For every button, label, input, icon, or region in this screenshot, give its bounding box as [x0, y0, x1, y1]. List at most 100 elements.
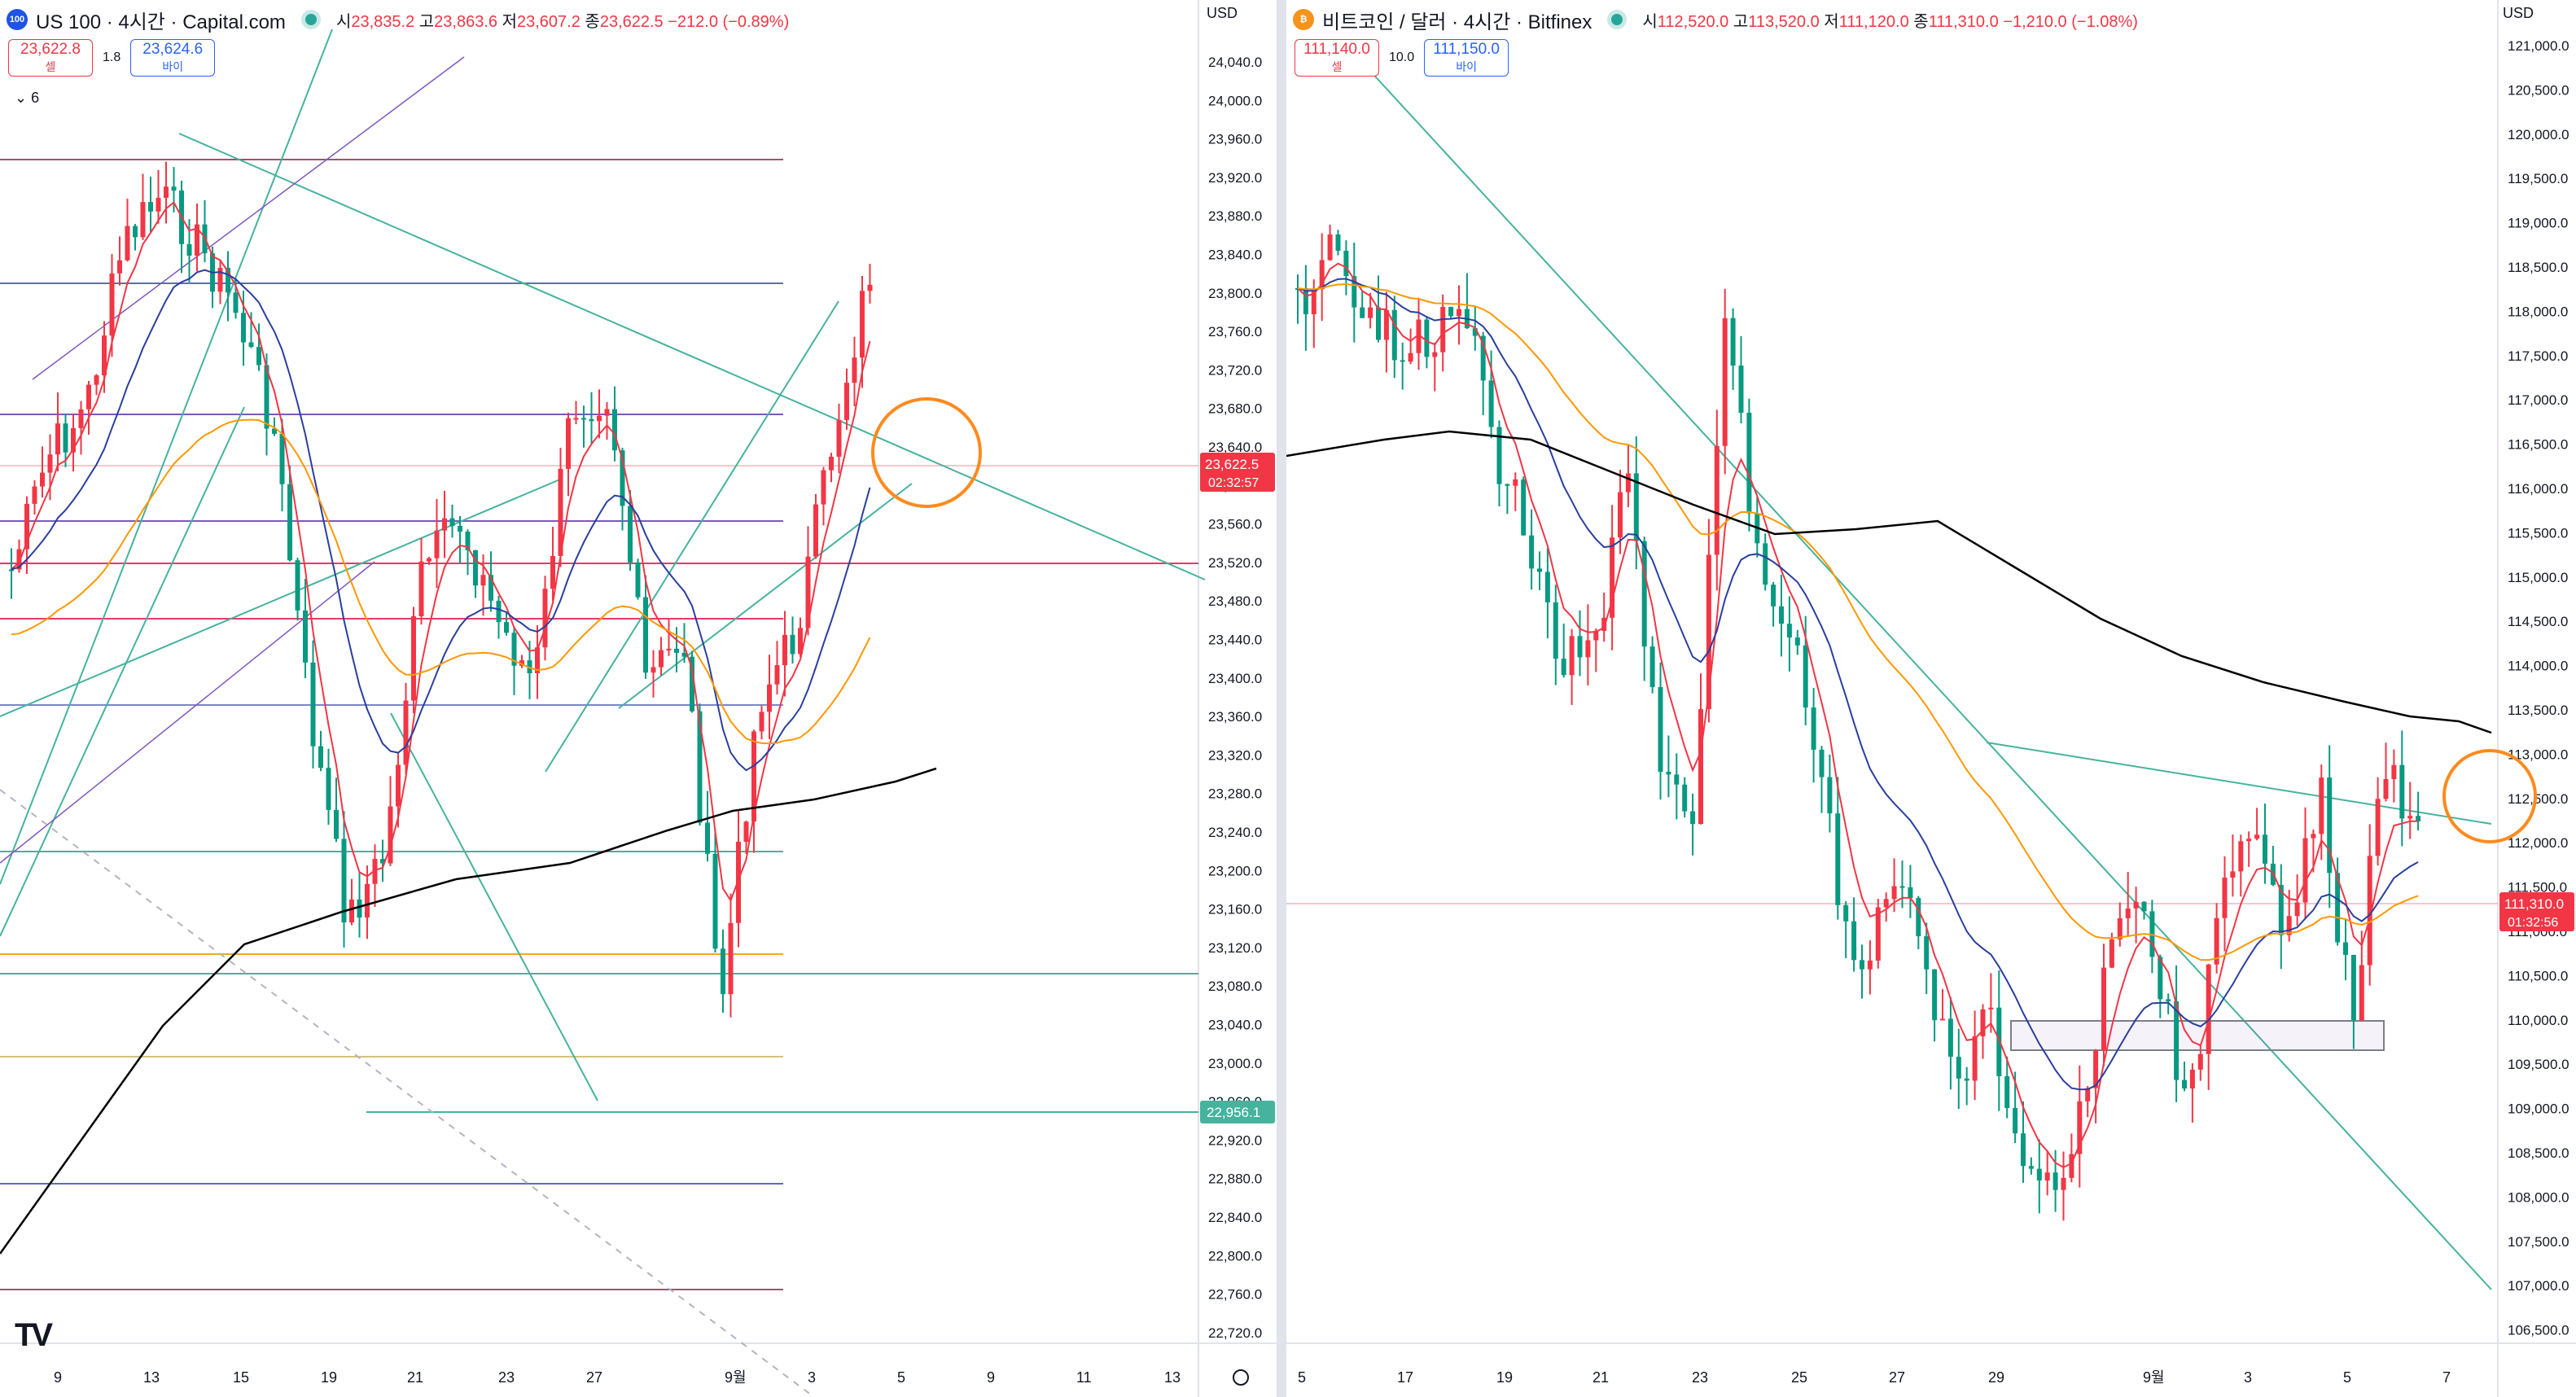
candle: [1996, 1007, 2002, 1076]
price-axis-label: 22,880.0: [1208, 1171, 1262, 1187]
candle: [2206, 964, 2211, 1054]
trade-buttons: 111,140.0 셀 10.0 111,150.0 바이: [1295, 39, 1509, 77]
trendline[interactable]: [618, 483, 913, 709]
candle: [651, 667, 656, 673]
trendline[interactable]: [1367, 68, 2492, 1290]
candle: [1352, 276, 1357, 308]
tradingview-logo[interactable]: TV: [15, 1317, 53, 1353]
price-axis-label: 106,500.0: [2508, 1323, 2569, 1338]
trendline[interactable]: [1986, 742, 2492, 825]
price-axis-label: 118,500.0: [2508, 260, 2568, 275]
trendline[interactable]: [390, 712, 598, 1101]
candle: [9, 569, 14, 572]
indicators-toggle[interactable]: ⌄ 6: [15, 90, 40, 106]
candle: [2125, 908, 2131, 919]
channel-line[interactable]: [0, 561, 375, 864]
price-axis-label: 23,720.0: [1208, 362, 1262, 378]
time-axis-label: 9: [987, 1369, 995, 1386]
candle: [721, 948, 725, 995]
time-axis-label: 3: [2244, 1369, 2252, 1386]
candle: [2158, 957, 2163, 1000]
candle: [1738, 366, 1744, 414]
candle: [349, 899, 354, 923]
candle: [480, 575, 486, 586]
price-axis-label: 112,000.0: [2508, 835, 2568, 851]
trendline[interactable]: [0, 406, 245, 937]
candle: [411, 615, 416, 701]
candle: [1932, 969, 1938, 1021]
trendline[interactable]: [178, 133, 1206, 580]
highlight-circle[interactable]: [2442, 749, 2537, 843]
candle: [867, 284, 873, 291]
last-price-value: 23,622.5: [1205, 457, 1259, 472]
price-axis-label: 120,500.0: [2508, 82, 2569, 98]
candle: [47, 454, 53, 473]
candle: [558, 468, 563, 557]
candle: [1561, 659, 1566, 676]
candle: [728, 922, 734, 995]
candle: [2028, 1166, 2034, 1169]
price-axis-label: 23,880.0: [1208, 208, 1262, 224]
price-axis-label: 24,040.0: [1208, 55, 1262, 70]
trade-buttons: 23,622.8 셀 1.8 23,624.6 바이: [8, 39, 216, 77]
candle: [1480, 335, 1486, 381]
candle: [1690, 811, 1696, 825]
candle: [2407, 816, 2413, 819]
candle: [504, 622, 509, 633]
trendline[interactable]: [0, 478, 563, 717]
candle: [1585, 640, 1591, 658]
candle: [427, 558, 432, 562]
candle: [279, 433, 285, 484]
price-axis-label: 23,040.0: [1208, 1018, 1262, 1033]
currency-label[interactable]: USD: [1207, 5, 1238, 21]
sell-button[interactable]: 23,622.8 셀: [8, 39, 93, 77]
candle: [40, 472, 45, 487]
candle: [388, 806, 393, 864]
time-axis-label: 25: [1791, 1369, 1807, 1386]
price-axis-label: 120,000.0: [2508, 127, 2569, 142]
candle: [403, 700, 409, 765]
candle: [597, 415, 602, 422]
candle: [1698, 709, 1703, 825]
bitcoin-icon: ₿: [1293, 9, 1314, 30]
chart-panel-nasdaq[interactable]: 24,040.0 24,000.0 23,960.0 23,920.0 23,880.0…: [0, 0, 1277, 1397]
price-axis-label: 114,500.0: [2508, 614, 2568, 629]
ema-200-line: [1286, 430, 2492, 734]
candle: [774, 665, 780, 685]
chart-panel-bitcoin[interactable]: 121,000.0 120,500.0 120,000.0 119,500.0 119,…: [1286, 0, 2576, 1397]
candle: [1618, 492, 1623, 538]
buy-button[interactable]: 23,624.6 바이: [130, 39, 216, 77]
candle: [1916, 898, 1921, 936]
price-axis-label: 113,000.0: [2508, 747, 2568, 762]
sell-button[interactable]: 111,140.0 셀: [1295, 39, 1379, 77]
candle: [2359, 965, 2364, 1021]
candle: [2004, 1075, 2010, 1108]
candle: [186, 243, 192, 256]
price-axis-label: 22,920.0: [1208, 1132, 1262, 1148]
time-axis-label: 3: [808, 1369, 816, 1386]
symbol-title[interactable]: US 100 · 4시간 · Capital.com: [36, 11, 286, 33]
candle: [2391, 764, 2397, 780]
price-axis-label: 23,080.0: [1208, 979, 1262, 994]
trendline[interactable]: [545, 300, 839, 773]
candle: [759, 712, 764, 732]
price-axis-label: 119,000.0: [2508, 216, 2568, 231]
price-axis-label: 23,640.0: [1208, 440, 1262, 455]
symbol-title[interactable]: 비트코인 / 달러 · 4시간 · Bitfinex: [1322, 11, 1592, 33]
candle: [844, 383, 849, 420]
panel-divider[interactable]: [1277, 0, 1286, 1397]
currency-label[interactable]: USD: [2503, 5, 2534, 21]
buy-button[interactable]: 111,150.0 바이: [1424, 39, 1509, 77]
candle: [1803, 645, 1808, 708]
trendline[interactable]: [0, 28, 333, 885]
candle: [1440, 307, 1446, 353]
price-chart-nasdaq[interactable]: 24,040.0 24,000.0 23,960.0 23,920.0 23,880.0…: [0, 0, 1277, 1397]
highlight-circle[interactable]: [871, 397, 982, 508]
candle: [736, 841, 741, 923]
candle: [217, 267, 223, 292]
price-chart-bitcoin[interactable]: 121,000.0 120,500.0 120,000.0 119,500.0 119,…: [1286, 0, 2576, 1397]
gear-icon[interactable]: [1233, 1369, 1249, 1386]
candle: [1343, 251, 1349, 277]
candle: [2021, 1133, 2026, 1167]
candle: [743, 821, 749, 842]
